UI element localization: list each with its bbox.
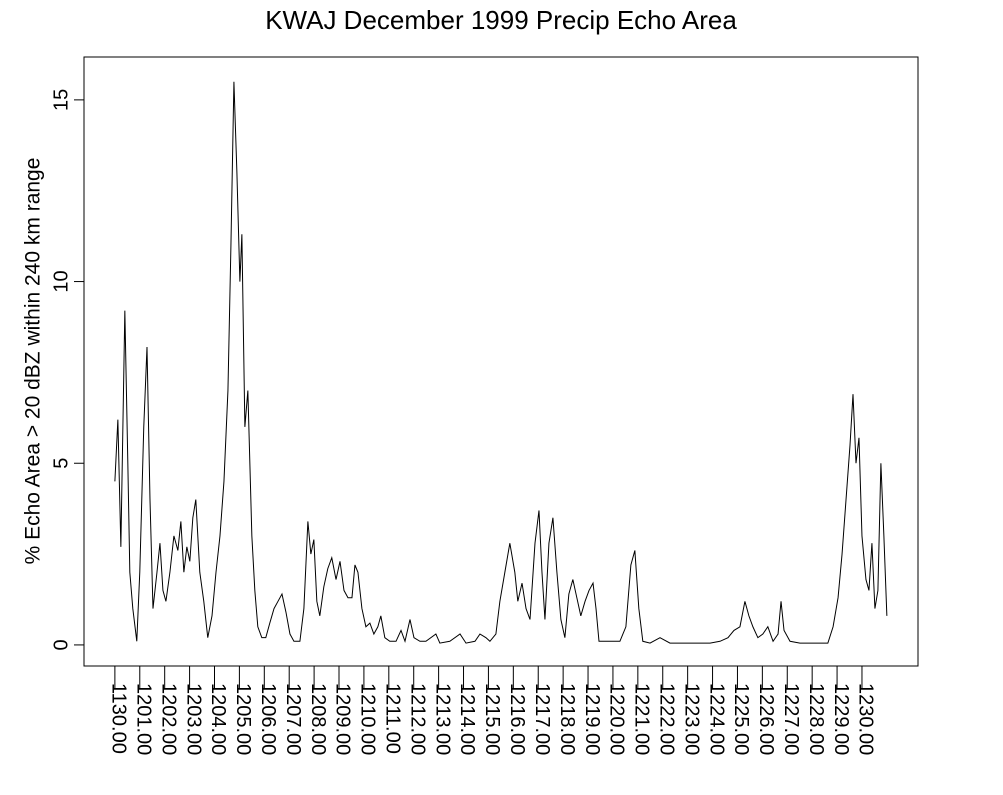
x-tick-label: 1225.00 <box>730 683 752 755</box>
y-tick-label: 15 <box>50 89 72 111</box>
x-tick-label: 1206.00 <box>257 683 279 755</box>
x-tick-label: 1204.00 <box>207 683 229 755</box>
y-tick-label: 0 <box>50 639 72 650</box>
y-tick-label: 5 <box>50 458 72 469</box>
x-tick-label: 1220.00 <box>606 683 628 755</box>
x-tick-label: 1205.00 <box>232 683 254 755</box>
x-tick-label: 1217.00 <box>531 683 553 755</box>
x-tick-label: 1230.00 <box>855 683 877 755</box>
x-tick-label: 1208.00 <box>307 683 329 755</box>
x-tick-label: 1228.00 <box>805 683 827 755</box>
x-tick-label: 1222.00 <box>655 683 677 755</box>
x-tick-label: 1221.00 <box>631 683 653 755</box>
x-tick-label: 1223.00 <box>680 683 702 755</box>
x-tick-label: 1226.00 <box>755 683 777 755</box>
x-tick-label: 1212.00 <box>406 683 428 755</box>
x-tick-label: 1227.00 <box>780 683 802 755</box>
x-tick-label: 1130.00 <box>108 683 130 754</box>
x-tick-label: 1215.00 <box>481 683 503 755</box>
x-tick-label: 1202.00 <box>157 683 179 755</box>
x-tick-label: 1229.00 <box>830 683 852 755</box>
x-tick-label: 1209.00 <box>332 683 354 755</box>
x-tick-label: 1214.00 <box>456 683 478 755</box>
plot-frame <box>83 56 919 667</box>
x-tick-label: 1203.00 <box>182 683 204 755</box>
y-axis-label: % Echo Area > 20 dBZ within 240 km range <box>22 158 45 565</box>
x-tick-label: 1207.00 <box>282 683 304 755</box>
data-line <box>114 81 888 644</box>
y-tick-label: 10 <box>50 270 72 292</box>
x-tick-label: 1216.00 <box>506 683 528 755</box>
x-tick-label: 1218.00 <box>556 683 578 755</box>
chart-title: KWAJ December 1999 Precip Echo Area <box>265 5 737 35</box>
x-tick-label: 1224.00 <box>705 683 727 755</box>
x-tick-label: 1219.00 <box>581 683 603 755</box>
x-tick-label: 1213.00 <box>431 683 453 755</box>
x-tick-label: 1211.00 <box>382 683 404 754</box>
x-tick-label: 1201.00 <box>133 683 155 755</box>
x-tick-label: 1210.00 <box>357 683 379 755</box>
